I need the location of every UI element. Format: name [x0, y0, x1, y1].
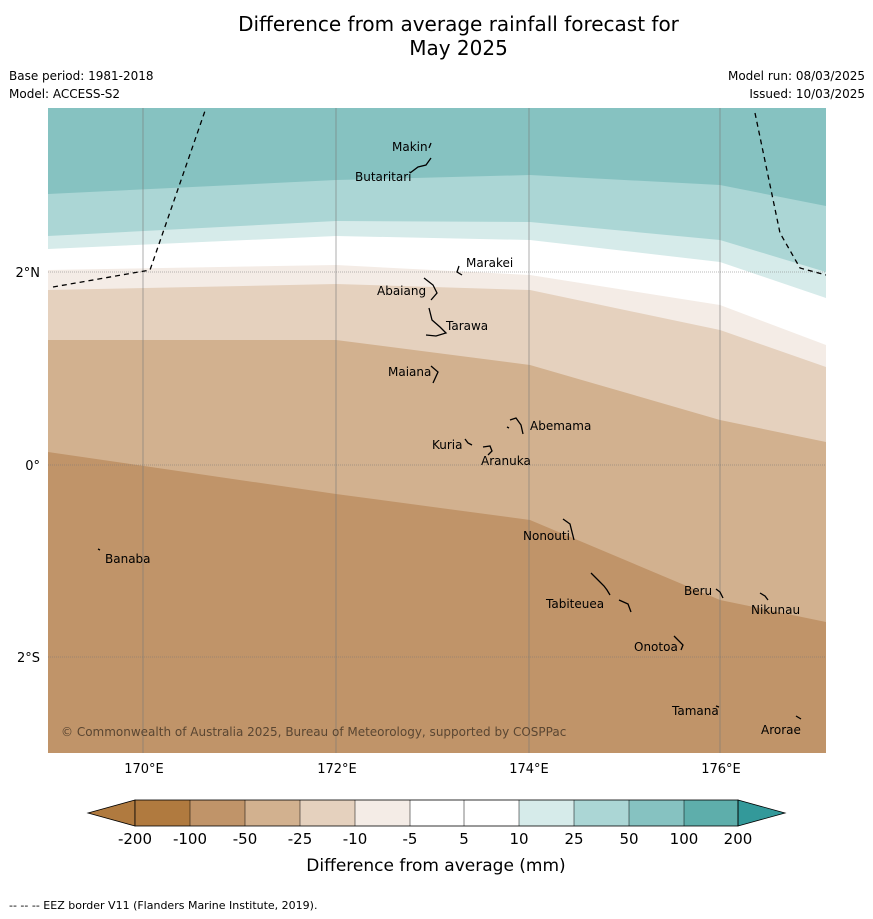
legend-tick: -200	[118, 830, 152, 848]
legend-arrow-high	[737, 799, 787, 827]
legend-swatch	[684, 800, 738, 826]
color-legend: -200 -100 -50 -25 -10 -5 5 10 25 50 100 …	[86, 799, 787, 876]
legend-title: Difference from average (mm)	[306, 856, 565, 876]
map-panel: Makin Butaritari Marakei Abaiang Tarawa …	[48, 108, 826, 753]
place-label: Aranuka	[481, 454, 531, 468]
legend-tick: -25	[288, 830, 313, 848]
legend-swatch	[629, 800, 684, 826]
lon-label: 174°E	[509, 762, 549, 777]
legend-swatch	[355, 800, 410, 826]
lat-labels: 2°N 0° 2°S	[16, 266, 41, 666]
base-period: Base period: 1981-2018	[9, 69, 154, 83]
lat-label: 2°N	[16, 266, 41, 281]
place-label: Banaba	[105, 552, 151, 566]
legend-ticks: -200 -100 -50 -25 -10 -5 5 10 25 50 100 …	[118, 830, 752, 848]
place-label: Kuria	[432, 438, 463, 452]
legend-swatch	[574, 800, 629, 826]
place-label: Tamana	[671, 704, 719, 718]
island-outlines	[97, 142, 802, 720]
place-label: Onotoa	[634, 640, 678, 654]
meta-right: Model run: 08/03/2025 Issued: 10/03/2025	[728, 67, 865, 103]
place-label: Nonouti	[523, 529, 570, 543]
legend-swatch	[464, 800, 519, 826]
lat-label: 0°	[25, 459, 40, 474]
lon-labels: 170°E 172°E 174°E 176°E	[124, 762, 741, 777]
legend-swatch	[519, 800, 574, 826]
place-label: Maiana	[388, 365, 431, 379]
place-label: Makin	[392, 140, 428, 154]
legend-tick: -50	[233, 830, 258, 848]
map-title: Difference from average rainfall forecas…	[0, 12, 873, 60]
place-label: Abaiang	[377, 284, 426, 298]
band-50-to-100	[48, 108, 826, 206]
title-line-1: Difference from average rainfall forecas…	[238, 12, 679, 36]
legend-tick: 50	[619, 830, 638, 848]
model-name: Model: ACCESS-S2	[9, 87, 121, 101]
place-label: Arorae	[761, 723, 801, 737]
legend-tick: 10	[509, 830, 528, 848]
legend-swatch	[410, 800, 464, 826]
legend-swatch	[135, 800, 190, 826]
lat-label: 2°S	[17, 651, 40, 666]
place-label: Abemama	[530, 419, 591, 433]
legend-tick: -100	[173, 830, 207, 848]
place-labels: Makin Butaritari Marakei Abaiang Tarawa …	[105, 140, 801, 737]
model-run: Model run: 08/03/2025	[727, 69, 865, 83]
legend-swatch	[300, 800, 355, 826]
legend-tick: -5	[403, 830, 418, 848]
lon-label: 176°E	[701, 762, 741, 777]
graticule	[48, 108, 826, 753]
legend-arrow-low	[86, 799, 136, 827]
legend-swatch	[245, 800, 300, 826]
lon-label: 172°E	[317, 762, 357, 777]
legend-tick: 200	[724, 830, 753, 848]
title-line-2: May 2025	[409, 36, 508, 60]
place-label: Tabiteuea	[545, 597, 604, 611]
place-label: Beru	[684, 584, 712, 598]
meta-left: Base period: 1981-2018 Model: ACCESS-S2	[9, 67, 154, 103]
lon-label: 170°E	[124, 762, 164, 777]
issued-date: Issued: 10/03/2025	[749, 87, 865, 101]
place-label: Tarawa	[445, 319, 488, 333]
legend-tick: 25	[564, 830, 583, 848]
copyright-notice: © Commonwealth of Australia 2025, Bureau…	[61, 725, 566, 739]
eez-footnote: -- -- -- EEZ border V11 (Flanders Marine…	[9, 899, 318, 912]
legend-tick: 100	[670, 830, 699, 848]
legend-tick: 5	[459, 830, 469, 848]
place-label: Butaritari	[355, 170, 412, 184]
legend-swatch	[190, 800, 245, 826]
legend-tick: -10	[343, 830, 368, 848]
place-label: Marakei	[466, 256, 513, 270]
place-label: Nikunau	[751, 603, 800, 617]
